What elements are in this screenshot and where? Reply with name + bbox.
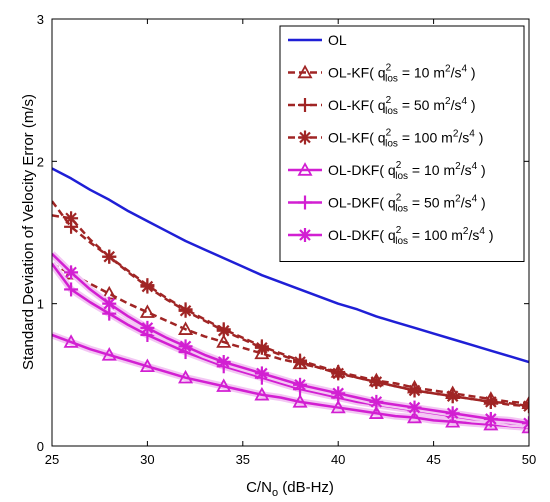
- legend-entry: OL-DKF( q2 los = 10 m2/s4 ): [288, 160, 486, 182]
- legend-box: [279, 25, 525, 262]
- data-point-marker: [64, 282, 79, 297]
- legend-entry: OL-DKF( q2 los = 100 m2/s4 ): [288, 225, 494, 247]
- series-0: [52, 167, 529, 364]
- data-point-marker: [139, 358, 155, 372]
- legend: OL OL-KF( q2 los = 10 m2/s4 ) OL-KF( q2 los …: [279, 25, 525, 262]
- data-point-marker: [330, 399, 346, 414]
- legend-label: OL-KF( q2 los = 50 m2/s4 ): [328, 95, 476, 117]
- legend-label: OL-DKF( q2 los = 50 m2/s4 ): [328, 193, 486, 215]
- data-point-marker: [331, 366, 346, 381]
- legend-marker: [298, 98, 312, 112]
- data-point-marker: [483, 394, 498, 409]
- series-layer: [52, 167, 529, 434]
- data-point-marker: [216, 378, 232, 392]
- legend-entry: OL-KF( q2 los = 10 m2/s4 ): [288, 63, 476, 85]
- data-point-marker: [63, 334, 79, 348]
- data-point-marker: [139, 304, 155, 318]
- x-tick-label: 35: [236, 452, 250, 467]
- data-point-marker: [140, 279, 155, 294]
- data-point-marker: [178, 339, 193, 354]
- legend-label: OL: [328, 32, 347, 48]
- legend-label: OL-KF( q2 los = 10 m2/s4 ): [328, 63, 476, 85]
- data-point-marker: [445, 406, 460, 421]
- data-point-marker: [445, 389, 460, 404]
- data-point-marker: [64, 211, 79, 226]
- data-point-marker: [406, 409, 423, 424]
- data-point-marker: [522, 416, 529, 431]
- legend-marker: [298, 130, 312, 145]
- x-tick-label: 40: [331, 452, 345, 467]
- data-point-marker: [483, 411, 498, 426]
- x-axis-label: C/No (dB-Hz): [246, 479, 334, 499]
- data-point-marker: [369, 374, 384, 389]
- y-axis-label: Standard Deviation of Velocity Error (m/…: [20, 94, 37, 370]
- legend-marker: [297, 64, 313, 79]
- legend-label: OL-DKF( q2 los = 100 m2/s4 ): [328, 225, 494, 247]
- data-point-marker: [369, 394, 384, 409]
- data-point-marker: [254, 345, 270, 360]
- legend-marker: [297, 162, 313, 176]
- y-tick-label: 0: [37, 439, 44, 454]
- legend-entry: OL-KF( q2 los = 100 m2/s4 ): [288, 128, 483, 150]
- data-point-marker: [140, 320, 155, 335]
- y-tick-label: 3: [37, 12, 44, 27]
- data-point-marker: [178, 303, 193, 318]
- data-point-marker: [102, 296, 117, 311]
- ticks-layer: 25 30 35 40 45 50 0 1 2 3: [37, 12, 536, 467]
- data-point-marker: [178, 321, 194, 335]
- data-point-marker: [407, 383, 422, 398]
- legend-entry: OL-KF( q2 los = 50 m2/s4 ): [288, 95, 476, 117]
- legend-label: OL-KF( q2 los = 100 m2/s4 ): [328, 128, 483, 150]
- legend-marker: [298, 228, 312, 242]
- legend-entry: OL-DKF( q2 los = 50 m2/s4 ): [288, 193, 486, 215]
- data-point-marker: [292, 394, 308, 408]
- x-tick-label: 45: [426, 452, 440, 467]
- data-point-marker: [254, 340, 269, 355]
- data-point-marker: [216, 323, 231, 338]
- series-6: [52, 251, 529, 431]
- data-point-marker: [254, 386, 270, 401]
- series-3: [52, 211, 529, 414]
- data-point-marker: [216, 334, 232, 348]
- legend-marker: [298, 195, 312, 210]
- plot-area: [52, 167, 529, 434]
- y-tick-label: 1: [37, 297, 44, 312]
- data-point-marker: [293, 377, 308, 392]
- y-tick-label: 2: [37, 154, 44, 169]
- data-point-marker: [522, 399, 529, 414]
- legend-entry: OL: [288, 32, 347, 48]
- data-point-marker: [293, 355, 308, 370]
- data-point-marker: [102, 249, 117, 264]
- data-point-marker: [331, 386, 346, 401]
- data-point-marker: [178, 369, 194, 384]
- legend-label: OL-DKF( q2 los = 10 m2/s4 ): [328, 160, 486, 182]
- data-point-marker: [64, 265, 79, 280]
- x-tick-label: 50: [522, 452, 536, 467]
- plot-frame: [51, 18, 530, 447]
- series-line: [52, 167, 529, 364]
- data-point-marker: [368, 405, 384, 419]
- data-point-marker: [445, 413, 461, 428]
- x-tick-label: 30: [140, 452, 154, 467]
- data-point-marker: [254, 366, 269, 381]
- x-tick-label: 25: [45, 452, 59, 467]
- data-point-marker: [101, 347, 117, 361]
- data-point-marker: [216, 355, 231, 370]
- data-point-marker: [407, 400, 422, 415]
